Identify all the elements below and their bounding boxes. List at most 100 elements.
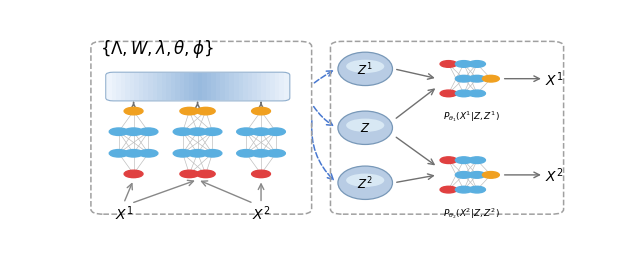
Bar xyxy=(175,73,180,101)
Circle shape xyxy=(483,172,499,179)
Bar xyxy=(216,73,221,101)
Ellipse shape xyxy=(338,53,392,86)
Circle shape xyxy=(252,170,271,178)
Circle shape xyxy=(468,61,485,68)
Bar xyxy=(257,73,262,101)
Bar xyxy=(130,73,135,101)
Text: $Z$: $Z$ xyxy=(360,122,371,135)
Circle shape xyxy=(440,186,457,193)
Bar xyxy=(184,73,189,101)
Circle shape xyxy=(180,170,199,178)
Circle shape xyxy=(456,172,472,179)
Bar xyxy=(261,73,266,101)
Circle shape xyxy=(109,129,128,136)
Bar xyxy=(202,73,207,101)
Bar xyxy=(148,73,153,101)
Bar xyxy=(152,73,157,101)
Bar xyxy=(207,73,212,101)
Circle shape xyxy=(252,150,271,157)
Bar xyxy=(279,73,284,101)
Bar xyxy=(234,73,239,101)
Bar xyxy=(270,73,275,101)
Bar xyxy=(284,73,289,101)
Circle shape xyxy=(440,61,457,68)
Circle shape xyxy=(468,172,485,179)
Text: $P_{\theta_2}(X^2|Z, Z^2)$: $P_{\theta_2}(X^2|Z, Z^2)$ xyxy=(444,205,500,220)
Bar xyxy=(266,73,271,101)
Bar xyxy=(112,73,117,101)
Bar xyxy=(108,73,112,101)
Circle shape xyxy=(237,129,255,136)
Circle shape xyxy=(124,129,143,136)
Bar xyxy=(243,73,248,101)
Ellipse shape xyxy=(338,112,392,145)
Circle shape xyxy=(124,150,143,157)
Bar xyxy=(121,73,126,101)
Circle shape xyxy=(139,129,158,136)
Circle shape xyxy=(203,129,222,136)
Ellipse shape xyxy=(346,119,384,132)
Circle shape xyxy=(173,129,192,136)
Bar xyxy=(180,73,185,101)
Text: $X^1$: $X^1$ xyxy=(545,70,563,89)
Circle shape xyxy=(203,150,222,157)
Circle shape xyxy=(252,129,271,136)
Bar xyxy=(166,73,171,101)
Circle shape xyxy=(440,91,457,97)
Bar xyxy=(171,73,175,101)
Bar xyxy=(161,73,166,101)
Circle shape xyxy=(237,150,255,157)
Text: $X^1$: $X^1$ xyxy=(115,204,132,223)
Circle shape xyxy=(483,76,499,83)
Text: $Z^1$: $Z^1$ xyxy=(357,61,373,78)
Bar xyxy=(225,73,230,101)
Bar xyxy=(252,73,257,101)
Circle shape xyxy=(266,129,285,136)
Text: $P_{\theta_1}(X^1|Z, Z^1)$: $P_{\theta_1}(X^1|Z, Z^1)$ xyxy=(444,109,500,124)
Text: $X^2$: $X^2$ xyxy=(545,166,563,184)
Circle shape xyxy=(468,157,485,164)
Circle shape xyxy=(440,157,457,164)
Bar xyxy=(211,73,216,101)
Bar xyxy=(239,73,244,101)
Circle shape xyxy=(196,108,215,115)
Circle shape xyxy=(196,170,215,178)
Circle shape xyxy=(456,186,472,193)
Circle shape xyxy=(188,150,207,157)
Circle shape xyxy=(173,150,192,157)
Bar xyxy=(189,73,194,101)
Bar xyxy=(139,73,144,101)
Bar xyxy=(220,73,225,101)
Text: $X^2$: $X^2$ xyxy=(252,204,270,223)
Circle shape xyxy=(468,76,485,83)
Ellipse shape xyxy=(346,174,384,187)
Bar xyxy=(275,73,280,101)
Circle shape xyxy=(252,108,271,115)
Circle shape xyxy=(139,150,158,157)
Text: $Z^2$: $Z^2$ xyxy=(357,175,373,191)
Circle shape xyxy=(456,76,472,83)
Ellipse shape xyxy=(346,60,384,74)
Bar xyxy=(134,73,140,101)
Bar xyxy=(248,73,253,101)
Circle shape xyxy=(188,129,207,136)
Circle shape xyxy=(109,150,128,157)
Bar xyxy=(125,73,131,101)
Bar xyxy=(198,73,203,101)
Bar xyxy=(193,73,198,101)
Bar xyxy=(157,73,162,101)
Circle shape xyxy=(468,91,485,97)
Circle shape xyxy=(124,170,143,178)
Bar xyxy=(116,73,122,101)
Circle shape xyxy=(456,157,472,164)
Circle shape xyxy=(468,186,485,193)
Bar xyxy=(230,73,234,101)
Circle shape xyxy=(180,108,199,115)
Circle shape xyxy=(124,108,143,115)
Circle shape xyxy=(266,150,285,157)
Ellipse shape xyxy=(338,166,392,200)
Text: $\{\Lambda, W, \lambda, \theta, \phi\}$: $\{\Lambda, W, \lambda, \theta, \phi\}$ xyxy=(100,38,214,60)
Circle shape xyxy=(456,91,472,97)
Circle shape xyxy=(456,61,472,68)
Bar xyxy=(143,73,148,101)
